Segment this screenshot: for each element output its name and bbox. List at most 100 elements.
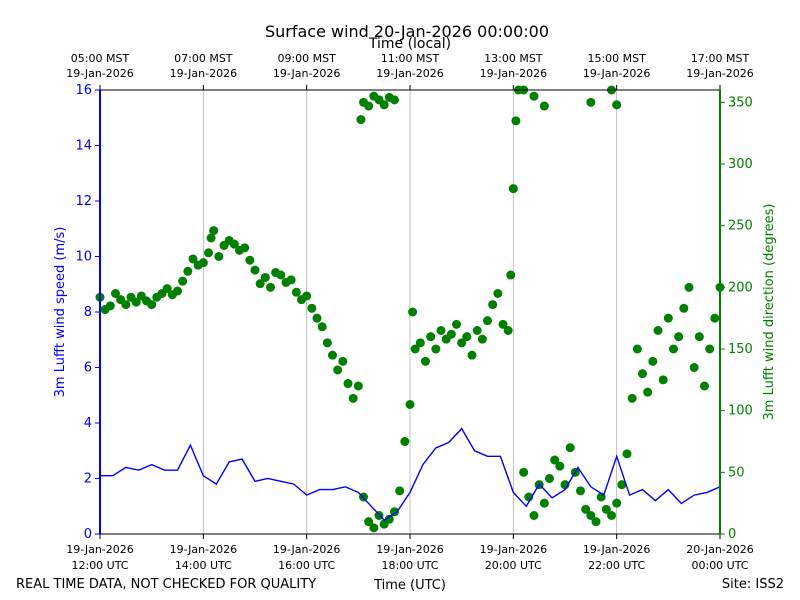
left-tick-label: 2: [84, 472, 92, 487]
direction-point: [209, 226, 219, 236]
top-tick-date: 19-Jan-2026: [170, 67, 238, 80]
bottom-axis-ticks: 19-Jan-2026 12:00 UTC 19-Jan-2026 14:00 UTC…: [66, 534, 754, 572]
top-tick-date: 19-Jan-2026: [66, 67, 134, 80]
direction-point: [607, 511, 616, 520]
direction-point: [369, 523, 379, 533]
direction-point: [508, 184, 518, 194]
direction-point: [643, 387, 653, 397]
left-tick-label: 10: [75, 250, 92, 265]
direction-point: [663, 313, 673, 323]
direction-point: [356, 115, 366, 125]
direction-point: [653, 326, 663, 335]
direction-point: [436, 326, 446, 335]
direction-point: [591, 517, 601, 527]
direction-point: [431, 344, 441, 354]
direction-point: [576, 486, 585, 496]
direction-point: [204, 248, 213, 258]
direction-point: [545, 474, 554, 483]
direction-point: [627, 393, 637, 403]
direction-point: [173, 286, 182, 296]
direction-point: [674, 332, 684, 342]
direction-point: [506, 270, 516, 280]
direction-point: [415, 338, 425, 348]
direction-point: [131, 297, 141, 307]
direction-point: [694, 332, 704, 342]
direction-point: [408, 307, 418, 317]
direction-point: [338, 356, 348, 366]
direction-point: [260, 272, 270, 282]
direction-point: [612, 498, 622, 508]
bottom-tick-time: 12:00 UTC: [71, 559, 128, 572]
direction-point: [612, 100, 622, 110]
right-tick-label: 300: [728, 157, 753, 172]
direction-point: [421, 356, 430, 366]
right-tick-label: 350: [728, 95, 753, 110]
direction-point: [111, 289, 120, 298]
direction-point: [689, 363, 699, 372]
direction-point: [348, 393, 358, 403]
left-tick-label: 14: [75, 139, 92, 154]
top-tick-date: 19-Jan-2026: [686, 67, 754, 80]
direction-point: [178, 276, 188, 286]
direction-point: [276, 270, 286, 280]
direction-point: [250, 265, 260, 275]
direction-point: [198, 258, 208, 268]
direction-point: [395, 486, 405, 496]
direction-point: [488, 300, 498, 310]
direction-point: [710, 313, 720, 323]
direction-point: [638, 369, 647, 379]
direction-point: [539, 498, 549, 508]
direction-point: [452, 319, 461, 329]
direction-point: [446, 329, 456, 339]
direction-point: [214, 252, 224, 261]
direction-point: [472, 326, 482, 335]
direction-point: [503, 326, 513, 335]
direction-point: [601, 504, 611, 514]
direction-point: [147, 300, 157, 310]
direction-point: [586, 97, 596, 107]
direction-point: [328, 350, 337, 360]
direction-point: [400, 437, 410, 446]
series-direction: [95, 85, 725, 533]
direction-point: [539, 101, 549, 111]
chart-title: Surface wind 20-Jan-2026 00:00:00: [265, 22, 549, 41]
bottom-tick-date: 19-Jan-2026: [66, 543, 134, 556]
direction-point: [384, 514, 394, 524]
direction-point: [240, 243, 250, 253]
direction-point: [498, 319, 508, 329]
direction-point: [266, 282, 275, 292]
direction-point: [343, 379, 353, 389]
direction-point: [245, 255, 255, 265]
direction-point: [467, 350, 477, 360]
direction-point: [229, 239, 239, 249]
direction-point: [705, 344, 715, 354]
left-axis-label: 3m Lufft wind speed (m/s): [53, 227, 68, 398]
left-tick-label: 12: [75, 194, 92, 209]
bottom-tick-time: 00:00 UTC: [691, 559, 748, 572]
left-tick-label: 8: [84, 305, 92, 320]
direction-point: [622, 449, 632, 459]
direction-point: [550, 455, 560, 465]
direction-point: [333, 365, 343, 375]
direction-point: [617, 480, 627, 490]
top-tick-time: 05:00 MST: [71, 52, 130, 65]
direction-point: [511, 116, 521, 126]
direction-point: [183, 266, 193, 276]
direction-point: [379, 100, 389, 110]
direction-point: [121, 300, 131, 310]
direction-point: [188, 254, 198, 264]
direction-point: [410, 344, 420, 354]
left-tick-label: 6: [84, 361, 92, 376]
top-tick-date: 19-Jan-2026: [273, 67, 341, 80]
right-tick-label: 100: [728, 404, 753, 419]
right-tick-label: 0: [728, 527, 736, 542]
direction-point: [364, 517, 374, 527]
top-axis-title: Time (local): [368, 36, 451, 52]
direction-point: [658, 375, 668, 385]
direction-point: [405, 400, 415, 409]
direction-point: [457, 338, 467, 348]
direction-point: [307, 303, 317, 313]
direction-point: [632, 344, 642, 354]
direction-point: [364, 101, 374, 111]
